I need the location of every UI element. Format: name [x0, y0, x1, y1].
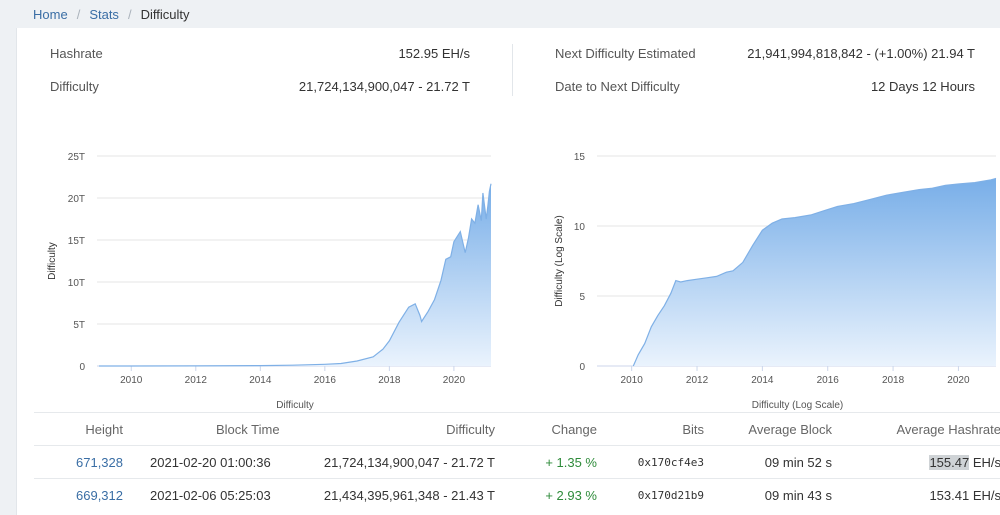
breadcrumb-stats[interactable]: Stats [89, 6, 119, 22]
header-difficulty: Difficulty [446, 422, 495, 437]
row-block-time: 2021-02-06 05:25:03 [150, 488, 271, 503]
next-difficulty-value: 21,941,994,818,842 - (+1.00%) 21.94 T [747, 45, 975, 61]
y-tick-label: 5T [73, 320, 85, 331]
row-change: + 2.93 % [545, 488, 597, 503]
header-height: Height [85, 422, 123, 437]
row-hashrate-value: 155.47 [929, 455, 970, 470]
x-tick-label: 2018 [882, 375, 905, 386]
x-tick-label: 2020 [443, 375, 466, 386]
header-change: Change [551, 422, 597, 437]
row-hashrate-unit: EH/s [972, 455, 1000, 470]
row-average-block: 09 min 52 s [764, 455, 832, 470]
breadcrumb-current: Difficulty [140, 6, 190, 22]
row-average-hashrate: 155.47 EH/s [929, 446, 1000, 479]
table-row: 669,312 2021-02-06 05:25:03 21,434,395,9… [34, 478, 1000, 511]
date-to-next-stat: Date to Next Difficulty 12 Days 12 Hours [555, 76, 975, 96]
series-line [98, 183, 492, 367]
y-tick-label: 20T [68, 194, 85, 205]
y-tick-label: 10 [574, 222, 586, 233]
row-average-block: 09 min 43 s [764, 488, 832, 503]
y-tick-label: 0 [579, 362, 585, 373]
header-bits: Bits [682, 422, 704, 437]
y-tick-label: 10T [68, 278, 85, 289]
table-row: 671,328 2021-02-20 01:00:36 21,724,134,9… [34, 445, 1000, 478]
row-block-time: 2021-02-20 01:00:36 [150, 455, 271, 470]
series-area [99, 183, 491, 366]
x-tick-label: 2014 [249, 375, 272, 386]
y-axis-label: Difficulty (Log Scale) [554, 215, 565, 307]
row-average-hashrate: 153.41 EH/s [929, 479, 1000, 512]
x-tick-label: 2016 [314, 375, 337, 386]
difficulty-stat: Difficulty 21,724,134,900,047 - 21.72 T [50, 76, 470, 96]
row-bits: 0x170cf4e3 [637, 456, 704, 469]
header-average-hashrate: Average Hashrate [896, 422, 1000, 437]
breadcrumb-separator: / [76, 6, 81, 22]
row-change: + 1.35 % [545, 455, 597, 470]
chart-svg: 0 5 10 15 2010 2012 2014 2016 2018 2020 Difficulty… [554, 152, 997, 411]
difficulty-value: 21,724,134,900,047 - 21.72 T [298, 78, 470, 94]
hashrate-label: Hashrate [50, 45, 103, 61]
header-average-block: Average Block [748, 422, 832, 437]
series-area [633, 178, 996, 366]
header-block-time: Block Time [216, 422, 280, 437]
stats-divider [512, 44, 513, 96]
date-to-next-label: Date to Next Difficulty [555, 78, 680, 94]
row-hashrate-unit: EH/s [972, 488, 1000, 503]
next-difficulty-stat: Next Difficulty Estimated 21,941,994,818… [555, 43, 975, 63]
x-axis-label: Difficulty (Log Scale) [752, 400, 844, 410]
y-tick-label: 0 [79, 362, 85, 373]
difficulty-log-chart: 0 5 10 15 2010 2012 2014 2016 2018 2020 Difficulty… [522, 110, 1000, 413]
difficulty-panel: Hashrate 152.95 EH/s Difficulty 21,724,1… [16, 28, 1000, 515]
row-difficulty: 21,434,395,961,348 - 21.43 T [323, 488, 495, 503]
x-tick-label: 2012 [686, 375, 709, 386]
hashrate-stat: Hashrate 152.95 EH/s [50, 43, 470, 63]
breadcrumb-separator: / [127, 6, 132, 22]
x-tick-label: 2014 [751, 375, 774, 386]
x-tick-label: 2012 [185, 375, 208, 386]
date-to-next-value: 12 Days 12 Hours [870, 78, 975, 94]
x-tick-label: 2010 [120, 375, 143, 386]
row-height-link[interactable]: 671,328 [76, 455, 123, 470]
row-bits: 0x170d21b9 [637, 489, 704, 502]
y-tick-label: 5 [579, 292, 585, 303]
series-line [632, 177, 997, 367]
hashrate-value: 152.95 EH/s [398, 45, 470, 61]
x-tick-label: 2020 [947, 375, 970, 386]
breadcrumb: Home / Stats / Difficulty [0, 0, 1000, 28]
next-difficulty-label: Next Difficulty Estimated [555, 45, 696, 61]
breadcrumb-home[interactable]: Home [33, 6, 68, 22]
chart-svg: 0 5T 10T 15T 20T 25T 2010 2012 2014 2016 2018 2020 D… [47, 152, 492, 411]
row-height-link[interactable]: 669,312 [76, 488, 123, 503]
x-tick-label: 2010 [621, 375, 644, 386]
y-axis-label: Difficulty [47, 242, 58, 280]
x-axis-label: Difficulty [276, 400, 314, 410]
y-tick-label: 15 [574, 152, 586, 163]
row-hashrate-value: 153.41 [929, 488, 970, 503]
difficulty-chart: 0 5T 10T 15T 20T 25T 2010 2012 2014 2016 2018 2020 D… [17, 110, 507, 413]
row-difficulty: 21,724,134,900,047 - 21.72 T [323, 455, 495, 470]
x-tick-label: 2016 [817, 375, 840, 386]
y-tick-label: 25T [68, 152, 85, 163]
x-tick-label: 2018 [378, 375, 401, 386]
table-header-row: Height Block Time Difficulty Change Bits… [34, 412, 1000, 445]
y-tick-label: 15T [68, 236, 85, 247]
difficulty-label: Difficulty [50, 78, 99, 94]
